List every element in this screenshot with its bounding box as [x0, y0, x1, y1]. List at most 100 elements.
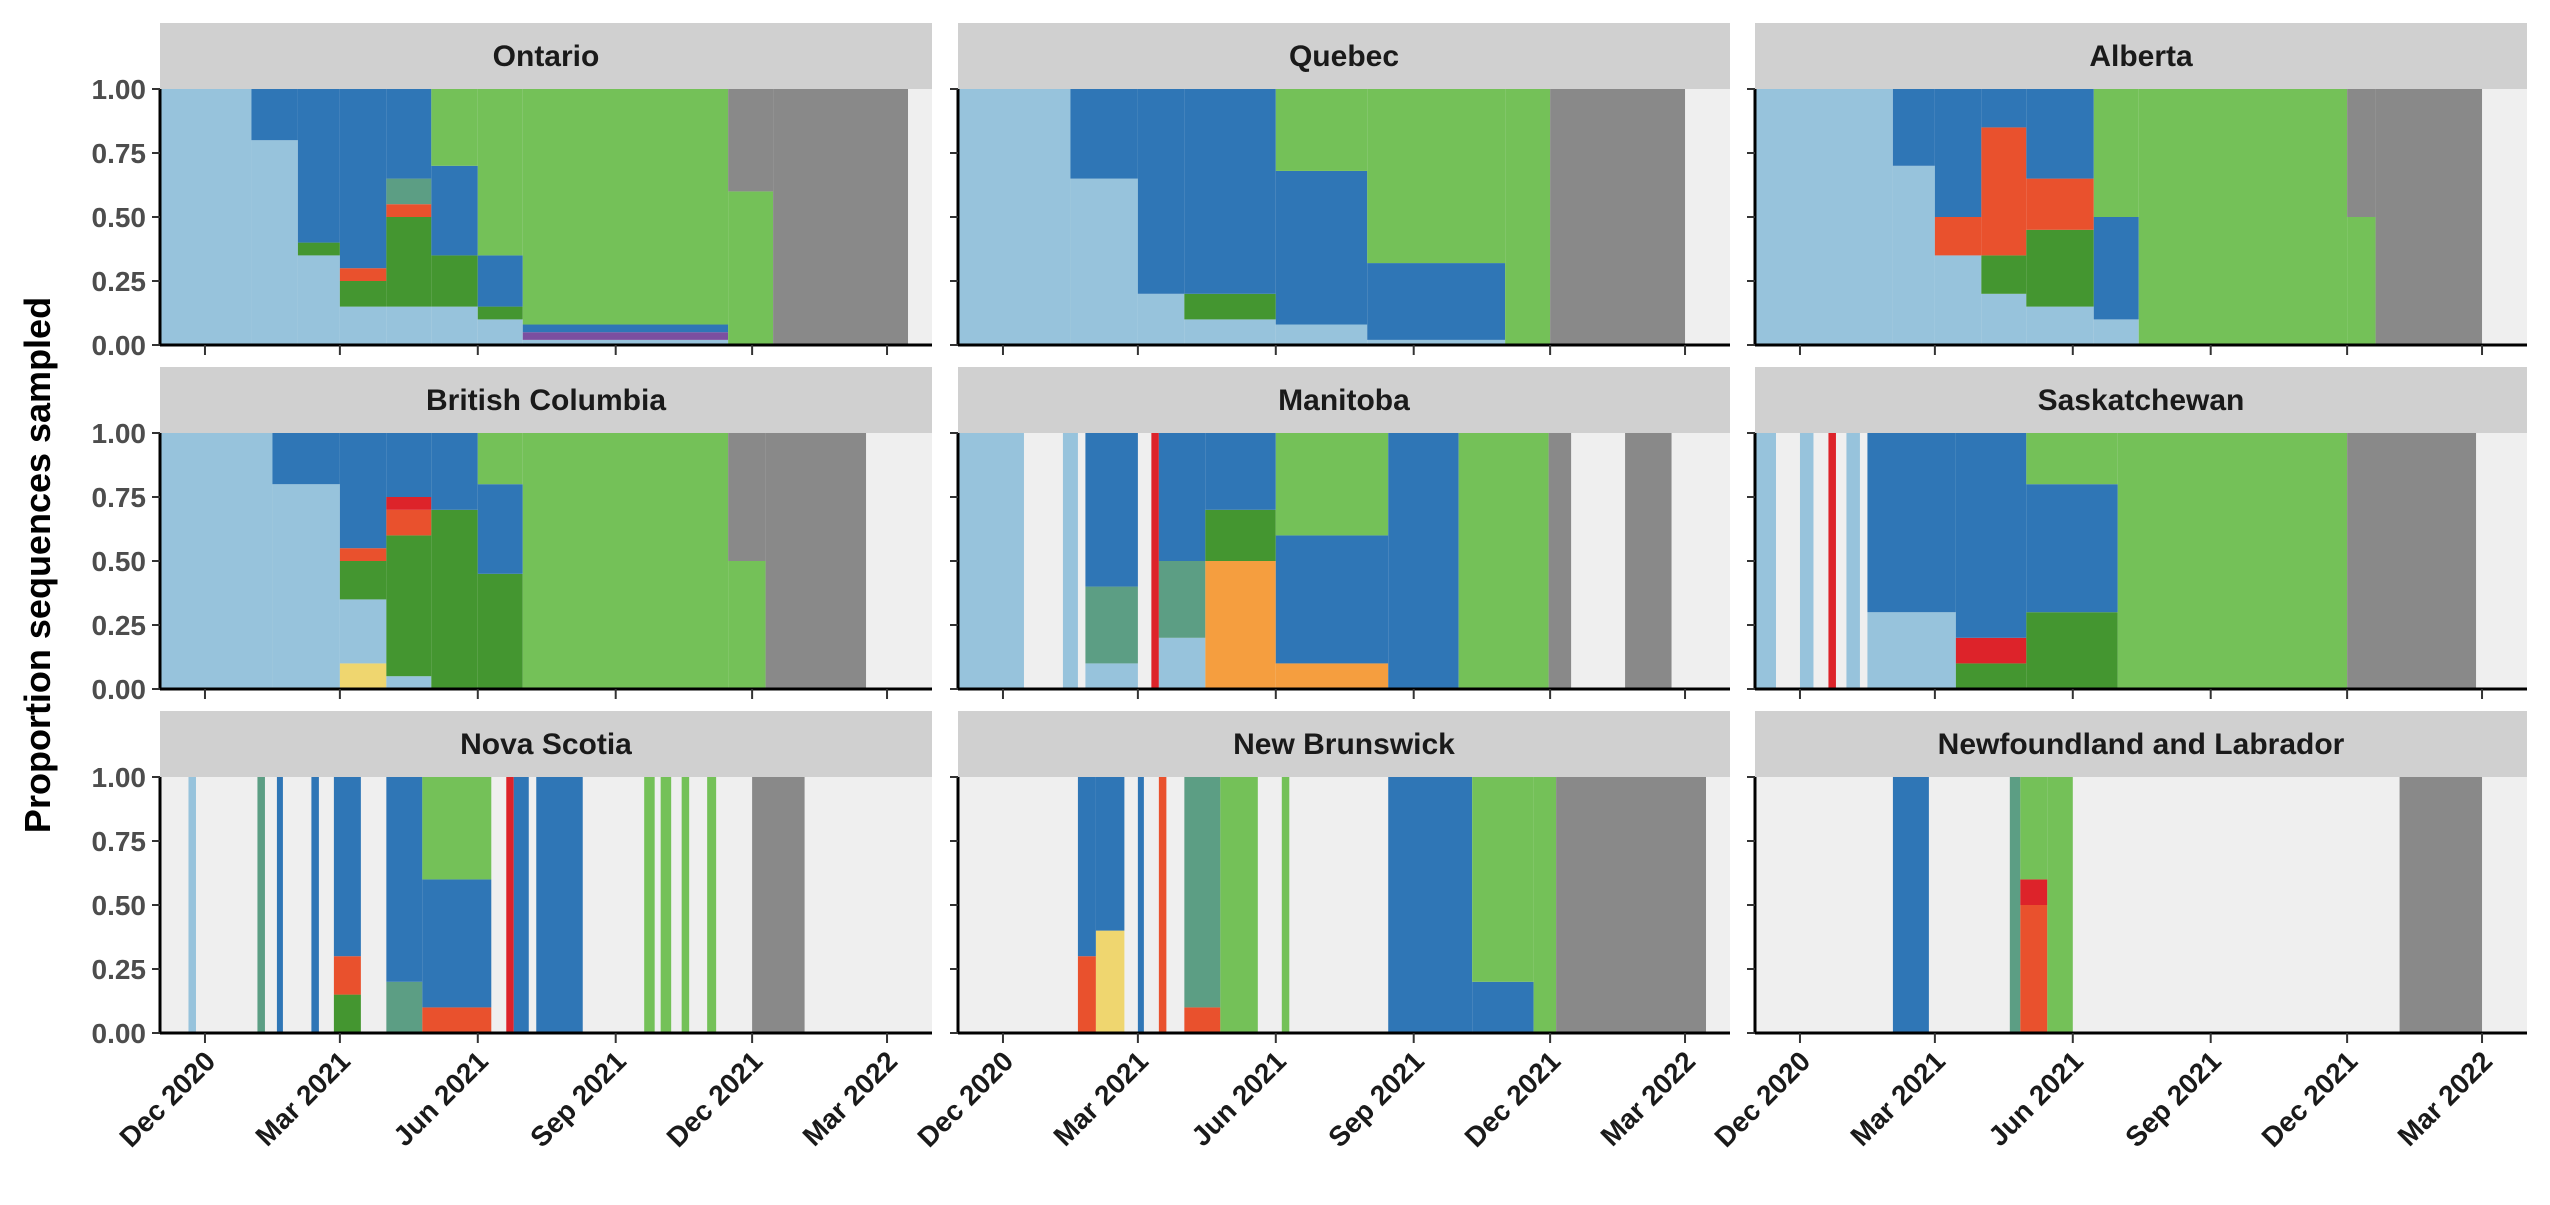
area-segment-alpha	[1981, 89, 2027, 128]
area-segment-delta	[2347, 217, 2376, 345]
area-segment-other	[477, 319, 523, 345]
area-segment-other	[2093, 319, 2139, 345]
area-segment-alpha	[477, 484, 523, 574]
area-segment-gamma	[2026, 229, 2094, 307]
panel-quebec: Quebec	[950, 23, 1730, 355]
data-marks	[1077, 777, 1707, 1033]
area-segment-other	[339, 599, 387, 664]
area-segment-yellow	[339, 663, 387, 689]
area-segment-alpha	[272, 433, 340, 485]
area-segment-delta	[1275, 89, 1368, 171]
area-segment-delta	[2026, 433, 2118, 485]
area-segment-alpha	[1085, 433, 1138, 587]
area-segment-alpha	[2093, 217, 2139, 320]
area-segment-other	[272, 484, 340, 689]
area-segment-alpha	[1388, 433, 1459, 689]
area-segment-delta	[660, 777, 672, 1033]
area-segment-alpha	[1077, 777, 1096, 957]
area-segment-alpha	[1070, 89, 1138, 179]
area-segment-gamma	[386, 535, 432, 677]
y-tick-label: 0.75	[92, 482, 147, 513]
panel-title: Nova Scotia	[460, 728, 632, 761]
area-segment-other	[1062, 433, 1078, 689]
area-segment-alpha	[431, 433, 478, 510]
y-axis-title: Proportion sequences sampled	[17, 297, 58, 833]
area-segment-alpha	[2026, 89, 2094, 179]
area-segment-alpha	[297, 89, 340, 243]
strip-background	[1755, 711, 2527, 777]
area-segment-gamma	[1184, 293, 1276, 320]
area-segment-other	[188, 777, 196, 1033]
area-segment-beta	[386, 509, 432, 536]
area-segment-beta	[386, 204, 432, 217]
x-tick-label: Dec 2020	[1708, 1045, 1816, 1153]
area-segment-delta	[2138, 89, 2348, 345]
x-tick-label: Jun 2021	[1185, 1045, 1292, 1152]
panel-newfoundland-and-labrador: Newfoundland and Labrador Dec 2020 Mar 202…	[1708, 711, 2527, 1153]
area-segment-eta	[1184, 777, 1221, 1008]
area-segment-alpha	[1867, 433, 1956, 613]
area-segment-delta	[707, 777, 717, 1033]
area-segment-other	[386, 676, 432, 689]
strip-background	[1755, 23, 2527, 89]
x-tick-label: Mar 2022	[797, 1045, 904, 1152]
area-segment-other	[522, 339, 729, 345]
area-segment-alpha	[1955, 433, 2027, 638]
area-segment-other	[1799, 433, 1814, 689]
area-segment-alpha	[1892, 777, 1929, 1033]
area-segment-beta	[1934, 217, 1982, 256]
area-segment-omicron	[2399, 777, 2483, 1033]
strip-background	[958, 23, 1730, 89]
data-marks	[160, 89, 909, 345]
y-tick-label: 1.00	[92, 418, 147, 449]
area-segment-other	[1085, 663, 1138, 689]
area-segment-delta	[1275, 433, 1389, 536]
area-segment-alpha	[1367, 263, 1506, 340]
area-segment-alpha	[522, 324, 729, 333]
y-tick-label: 0.75	[92, 826, 147, 857]
area-segment-delta	[1281, 777, 1290, 1033]
area-segment-delta	[1458, 433, 1549, 689]
area-segment-alpha	[339, 433, 387, 549]
area-segment-beta	[339, 548, 387, 561]
area-segment-other	[431, 306, 478, 345]
area-segment-other	[1367, 339, 1506, 345]
x-tick-label: Sep 2021	[1322, 1045, 1430, 1153]
area-segment-omicron	[773, 89, 909, 345]
data-marks	[958, 89, 1686, 345]
area-segment-gamma	[431, 509, 478, 689]
area-segment-alpha	[251, 89, 298, 141]
area-segment-delta	[728, 561, 766, 689]
area-segment-gamma	[1981, 255, 2027, 294]
panel-british-columbia: British Columbia 0.00 0.25 0.50 0.75 1.00	[92, 367, 932, 705]
y-tick-label: 0.00	[92, 330, 147, 361]
area-segment-other	[958, 433, 1024, 689]
area-segment-omicron	[752, 777, 805, 1033]
area-segment-delta	[728, 191, 774, 345]
y-tick-label: 0.25	[92, 954, 147, 985]
panel-title: Quebec	[1289, 40, 1399, 73]
panel-title: Manitoba	[1278, 384, 1410, 417]
area-segment-alpha	[1137, 777, 1144, 1033]
area-segment-alpha	[1095, 777, 1125, 931]
area-segment-beta	[1184, 1007, 1221, 1033]
area-segment-alpha	[1275, 170, 1368, 325]
area-segment-alpha	[431, 165, 478, 256]
area-segment-omicron	[1550, 89, 1686, 345]
y-tick-label: 0.25	[92, 610, 147, 641]
x-tick-label: Jun 2021	[387, 1045, 494, 1152]
area-segment-other	[1158, 637, 1206, 689]
area-segment-other	[1070, 178, 1138, 345]
area-segment-other	[1846, 433, 1860, 689]
y-tick-label: 0.50	[92, 890, 147, 921]
strip-background	[160, 23, 932, 89]
strip-background	[160, 711, 932, 777]
area-segment-orange	[1205, 561, 1276, 689]
y-tick-label: 0.75	[92, 138, 147, 169]
area-segment-gamma	[2026, 612, 2118, 689]
y-tick-label: 0.50	[92, 546, 147, 577]
area-segment-delta	[2020, 777, 2048, 880]
area-segment-red	[1828, 433, 1836, 689]
panel-title: New Brunswick	[1233, 728, 1455, 761]
area-segment-delta	[522, 89, 729, 325]
